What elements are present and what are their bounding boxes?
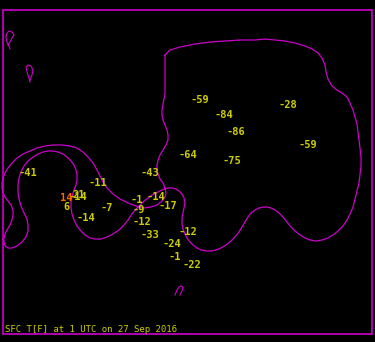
- Text: 14: 14: [60, 193, 72, 203]
- Text: -43: -43: [140, 168, 159, 178]
- Text: -17: -17: [158, 201, 177, 211]
- Text: -75: -75: [222, 156, 241, 166]
- Text: -1: -1: [130, 195, 142, 205]
- Text: -12: -12: [178, 227, 197, 237]
- Text: SFC T[F] at 1 UTC on 27 Sep 2016: SFC T[F] at 1 UTC on 27 Sep 2016: [5, 325, 177, 334]
- Text: -33: -33: [140, 230, 159, 240]
- Text: -22: -22: [183, 260, 202, 270]
- Text: 6: 6: [63, 202, 69, 212]
- Text: -14: -14: [77, 213, 96, 223]
- Text: -64: -64: [178, 150, 197, 160]
- Text: -41: -41: [18, 168, 37, 178]
- Text: -28: -28: [279, 100, 298, 110]
- Text: -14: -14: [147, 192, 166, 202]
- Text: -14: -14: [68, 192, 87, 202]
- Text: -11: -11: [88, 178, 107, 188]
- Text: -84: -84: [215, 110, 234, 120]
- Text: -59: -59: [299, 140, 318, 150]
- Text: 21: 21: [72, 190, 84, 200]
- Text: -86: -86: [227, 127, 246, 137]
- Text: -1: -1: [168, 252, 180, 262]
- Text: -59: -59: [191, 95, 210, 105]
- Text: -12: -12: [133, 217, 152, 227]
- Text: -7: -7: [100, 203, 112, 213]
- Text: -24: -24: [162, 239, 181, 249]
- Text: -9: -9: [133, 205, 146, 215]
